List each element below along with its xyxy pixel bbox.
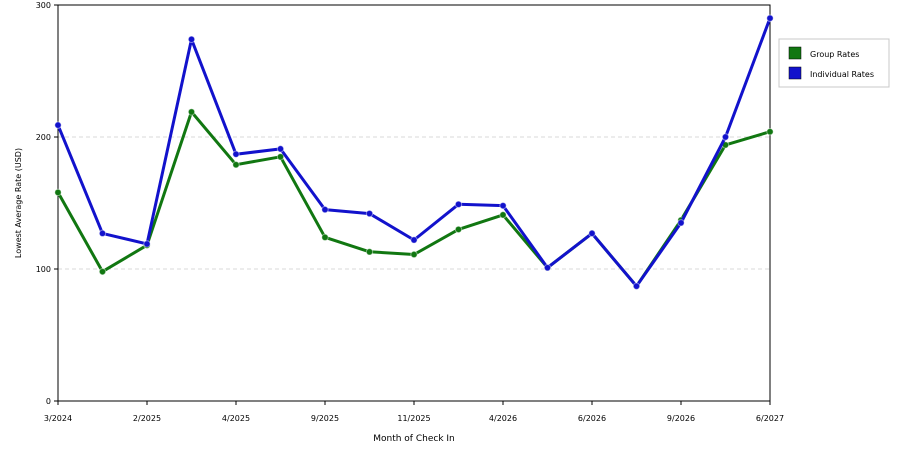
y-tick-label: 100	[36, 265, 51, 274]
data-point	[766, 14, 774, 22]
series-line-individual-rates	[56, 16, 772, 288]
legend-label: Group Rates	[810, 50, 859, 59]
x-tick-label: 6/2026	[578, 414, 606, 423]
x-tick-label: 2/2025	[133, 414, 161, 423]
y-tick-label: 0	[46, 397, 51, 406]
plot-area	[57, 4, 771, 402]
data-point	[54, 188, 62, 197]
legend: Group Rates Individual Rates	[778, 38, 890, 88]
data-point	[365, 248, 374, 256]
legend-swatch	[788, 46, 802, 60]
data-point	[54, 121, 62, 129]
data-point	[187, 35, 196, 44]
data-point	[276, 153, 285, 161]
data-point	[321, 233, 329, 242]
data-point	[499, 211, 507, 219]
axes: 0 100 200 300 3/2024 2/2025 4/2025 9/2025 11/202…	[36, 1, 784, 423]
x-tick-label: 9/2025	[311, 414, 339, 423]
data-point	[143, 240, 151, 248]
x-tick-label: 4/2025	[222, 414, 250, 423]
data-point	[632, 282, 641, 290]
data-point	[677, 219, 685, 227]
x-axis-title: Month of Check In	[373, 434, 455, 444]
data-point	[276, 145, 285, 153]
data-point	[98, 229, 107, 238]
x-tick-label: 11/2025	[397, 414, 430, 423]
legend-swatch	[788, 66, 802, 80]
data-point	[499, 201, 507, 210]
data-point	[365, 209, 374, 218]
data-point	[721, 133, 730, 141]
x-tick-label: 3/2024	[44, 414, 72, 423]
y-tick-label: 200	[36, 133, 51, 142]
data-point	[454, 225, 463, 234]
data-point	[187, 108, 196, 116]
data-point	[98, 267, 107, 276]
x-tick-label: 9/2026	[667, 414, 695, 423]
y-axis-title: Lowest Average Rate (USD)	[14, 148, 23, 258]
series-layer	[54, 14, 774, 290]
x-tick-label: 4/2026	[489, 414, 517, 423]
y-tick-label: 300	[36, 1, 51, 10]
data-point	[321, 205, 329, 214]
legend-label: Individual Rates	[810, 70, 874, 79]
data-point	[232, 150, 240, 158]
data-point	[543, 263, 552, 272]
data-point	[410, 236, 418, 244]
series-line-group-rates	[56, 110, 772, 288]
legend-box	[778, 38, 890, 88]
data-point	[588, 229, 596, 238]
data-point	[232, 161, 240, 169]
data-point	[410, 250, 418, 259]
data-point	[454, 200, 463, 209]
data-point	[766, 128, 774, 136]
x-tick-label: 6/2027	[756, 414, 784, 423]
